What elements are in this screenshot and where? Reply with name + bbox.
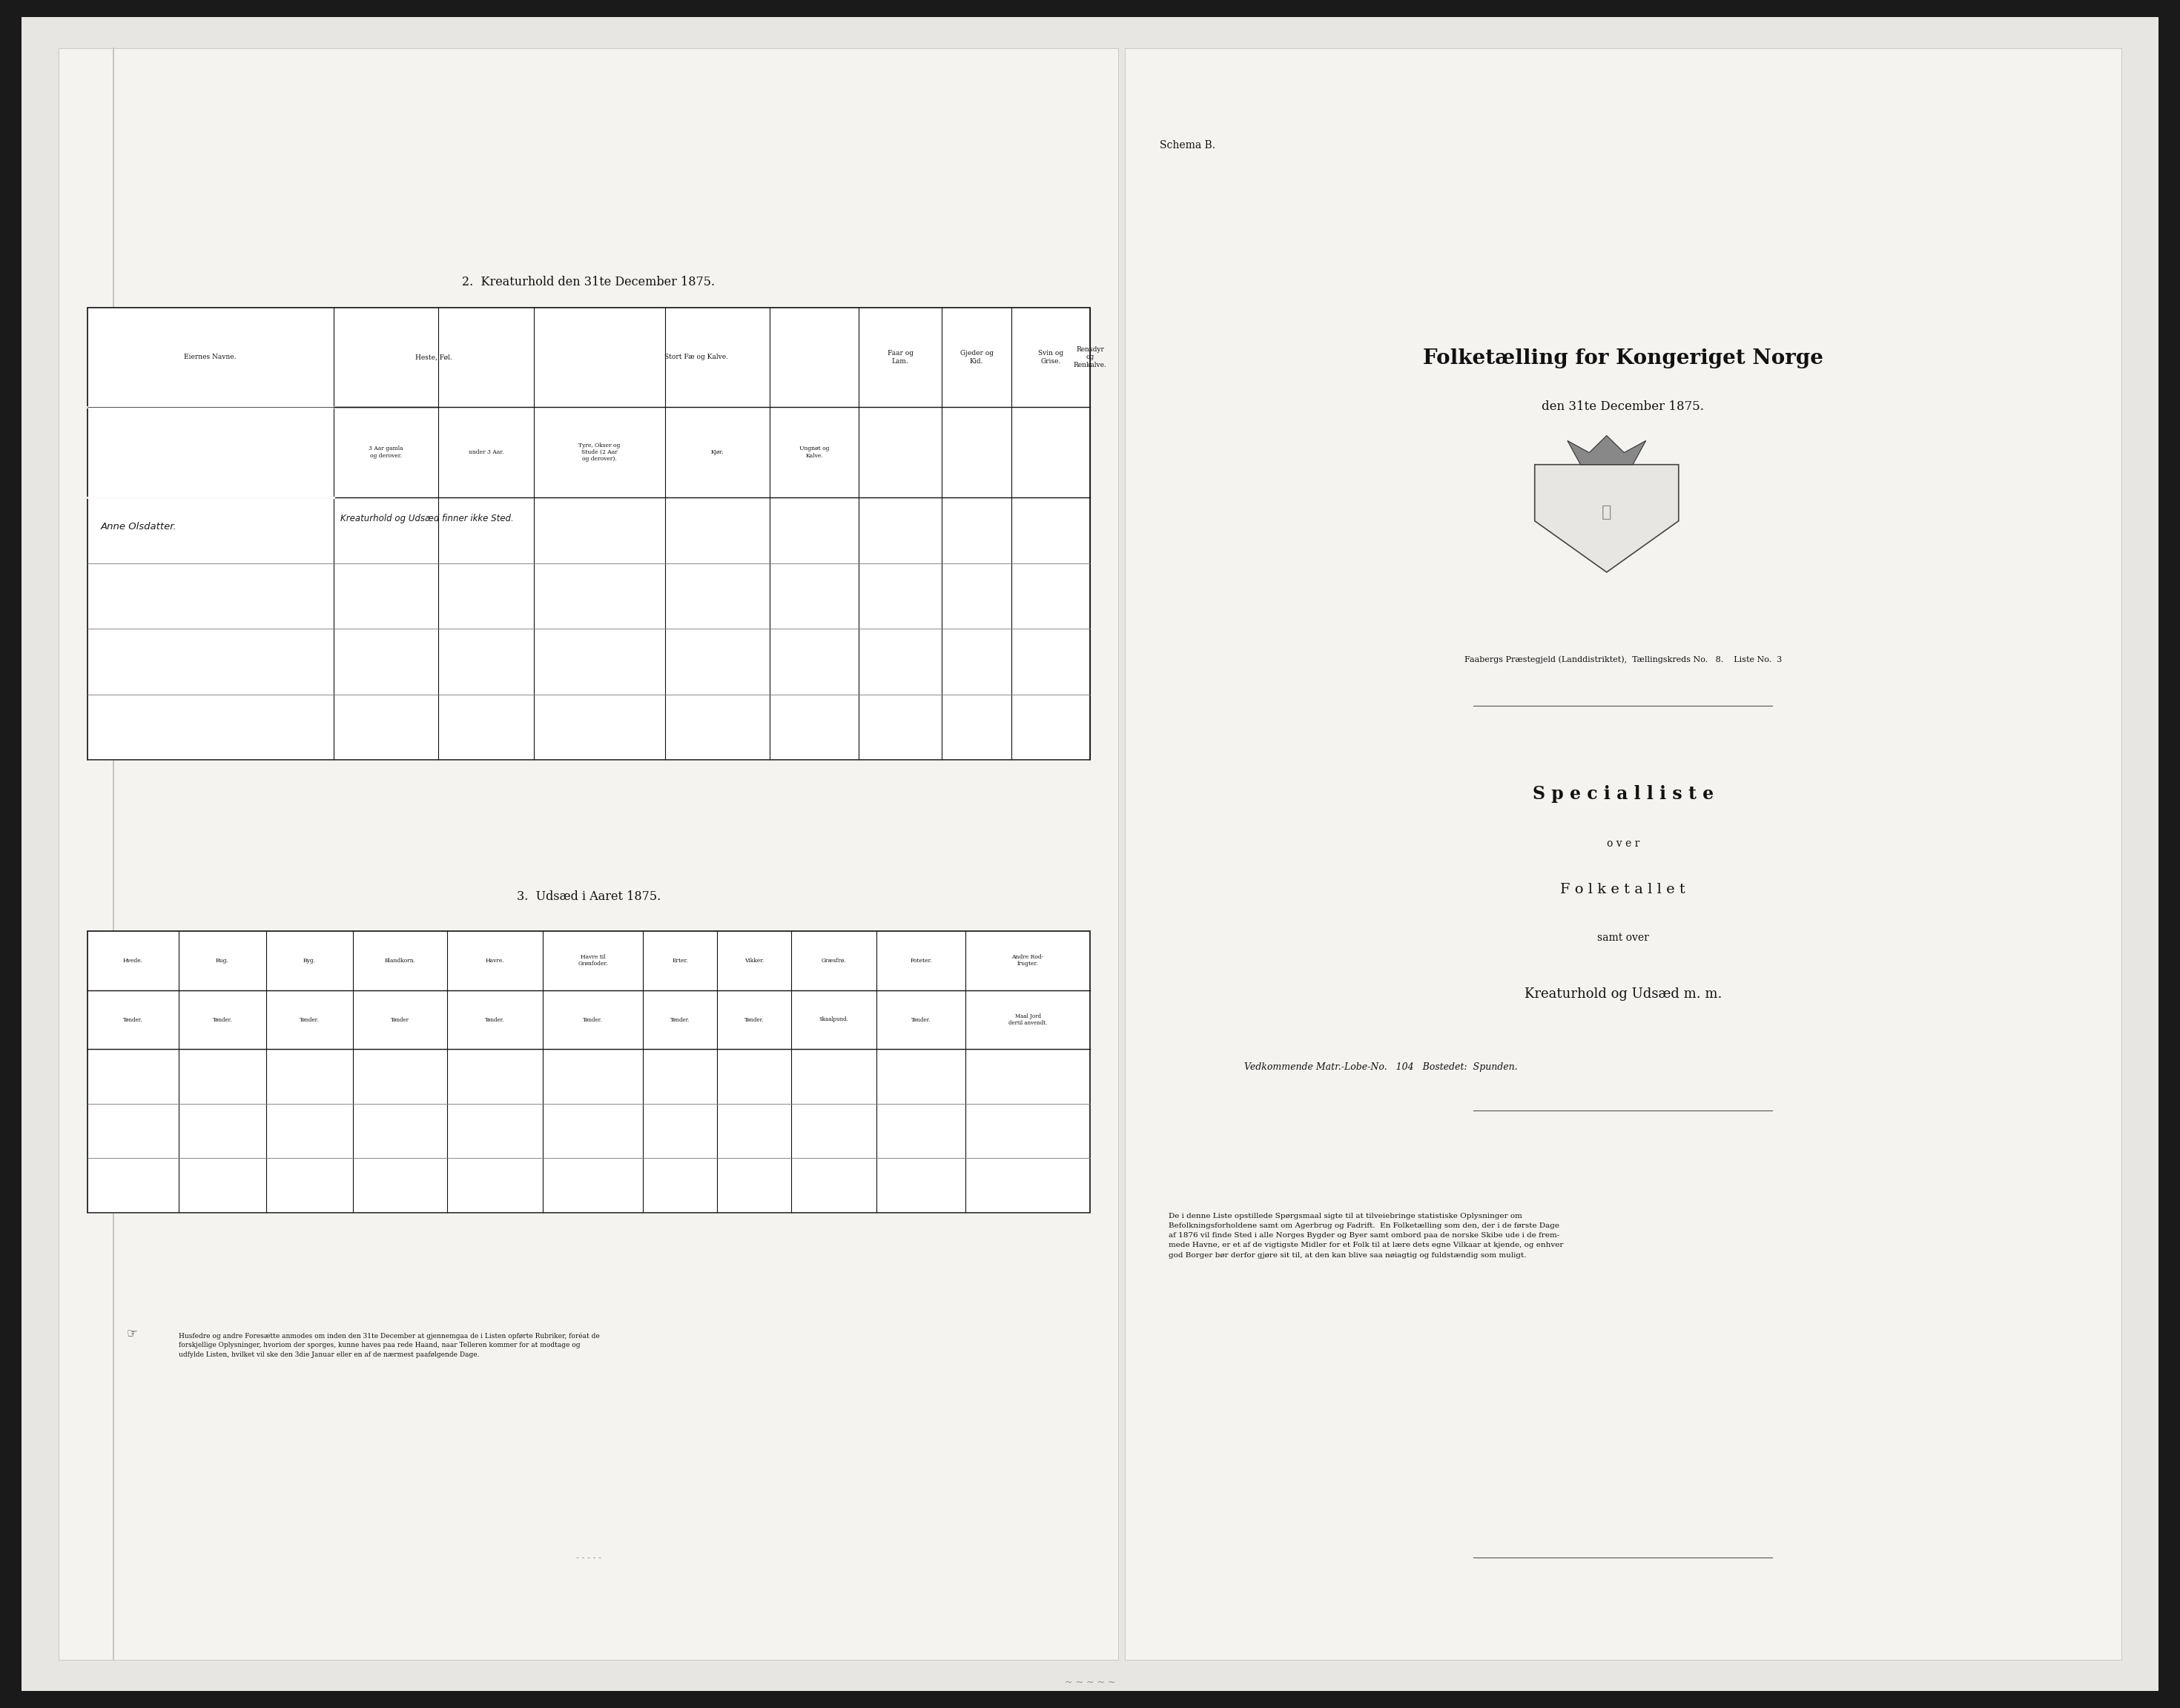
Text: under 3 Aar.: under 3 Aar.: [469, 449, 504, 456]
Text: 2.  Kreaturhold den 31te December 1875.: 2. Kreaturhold den 31te December 1875.: [462, 275, 715, 289]
Text: - - - - -: - - - - -: [576, 1554, 602, 1561]
Text: Heste, Føl.: Heste, Føl.: [416, 354, 451, 360]
Text: Tønder.: Tønder.: [743, 1016, 765, 1023]
Text: Tønder.: Tønder.: [582, 1016, 604, 1023]
Text: Eiernes Navne.: Eiernes Navne.: [185, 354, 235, 360]
Text: Kjør.: Kjør.: [711, 449, 724, 456]
Text: 🦁: 🦁: [1602, 506, 1611, 519]
Text: Maal Jord
dertil anvendt.: Maal Jord dertil anvendt.: [1009, 1013, 1046, 1027]
Text: Gjeder og
Kid.: Gjeder og Kid.: [959, 350, 994, 364]
Text: Husfedre og andre Foresætte anmodes om inden den 31te December at gjennemgaa de : Husfedre og andre Foresætte anmodes om i…: [179, 1332, 600, 1358]
Bar: [1125, 48, 2121, 1660]
Text: ☞: ☞: [126, 1327, 137, 1341]
Text: Vedkommende Matr.-Lobe-No.   104   Bostedet:  Spunden.: Vedkommende Matr.-Lobe-No. 104 Bostedet:…: [1245, 1062, 1517, 1073]
Text: Vikker.: Vikker.: [746, 958, 763, 963]
Bar: [87, 307, 1090, 760]
Text: Blandkorn.: Blandkorn.: [384, 958, 416, 963]
Text: Tønder.: Tønder.: [669, 1016, 691, 1023]
Text: Tønder.: Tønder.: [484, 1016, 506, 1023]
Text: Rug.: Rug.: [216, 958, 229, 963]
Text: Svin og
Grise.: Svin og Grise.: [1038, 350, 1064, 364]
Bar: [59, 48, 1118, 1660]
Text: Andre Rod-
frugter.: Andre Rod- frugter.: [1012, 955, 1044, 967]
Text: Kreaturhold og Udsæd m. m.: Kreaturhold og Udsæd m. m.: [1524, 987, 1722, 1001]
Text: Tønder: Tønder: [390, 1016, 410, 1023]
Text: Skaalpund.: Skaalpund.: [820, 1016, 848, 1023]
Text: Rensdyr
og
Renkalve.: Rensdyr og Renkalve.: [1073, 347, 1107, 369]
Text: Byg.: Byg.: [303, 958, 316, 963]
Text: De i denne Liste opstillede Spørgsmaal sigte til at tilveiebringe statistiske Op: De i denne Liste opstillede Spørgsmaal s…: [1168, 1213, 1563, 1259]
Text: Schema B.: Schema B.: [1160, 140, 1216, 150]
Polygon shape: [1535, 465, 1679, 572]
Text: Kreaturhold og Udsæd finner ikke Sted.: Kreaturhold og Udsæd finner ikke Sted.: [340, 514, 514, 523]
Text: Folketælling for Kongeriget Norge: Folketælling for Kongeriget Norge: [1424, 348, 1822, 369]
Text: den 31te December 1875.: den 31te December 1875.: [1541, 400, 1705, 413]
Text: 3 Aar gamla
og derover.: 3 Aar gamla og derover.: [368, 446, 403, 459]
Bar: [87, 931, 1090, 1213]
Text: Hvede.: Hvede.: [122, 958, 144, 963]
Text: Tønder.: Tønder.: [299, 1016, 320, 1023]
Text: Faar og
Lam.: Faar og Lam.: [887, 350, 913, 364]
Text: Poteter.: Poteter.: [909, 958, 933, 963]
Text: Tyre, Okser og
Stude (2 Aar
og derover).: Tyre, Okser og Stude (2 Aar og derover).: [578, 442, 621, 463]
Text: o v e r: o v e r: [1607, 839, 1639, 849]
Text: Havre.: Havre.: [486, 958, 504, 963]
Text: Tønder.: Tønder.: [211, 1016, 233, 1023]
Text: Tønder.: Tønder.: [911, 1016, 931, 1023]
Text: S p e c i a l l i s t e: S p e c i a l l i s t e: [1533, 786, 1713, 803]
Text: Faabergs Præstegjeld (Landdistriktet),  Tællingskreds No.   8.    Liste No.  3: Faabergs Præstegjeld (Landdistriktet), T…: [1465, 656, 1781, 663]
Text: Stort Fæ og Kalve.: Stort Fæ og Kalve.: [665, 354, 728, 360]
Text: Havre til
Grønfoder.: Havre til Grønfoder.: [578, 955, 608, 967]
Text: Ungnøt og
Kalve.: Ungnøt og Kalve.: [800, 446, 828, 459]
Text: samt over: samt over: [1598, 933, 1648, 943]
Text: 3.  Udsæd i Aaret 1875.: 3. Udsæd i Aaret 1875.: [517, 890, 661, 904]
Text: F o l k e t a l l e t: F o l k e t a l l e t: [1561, 883, 1685, 897]
Text: Erter.: Erter.: [671, 958, 689, 963]
Text: Anne Olsdatter.: Anne Olsdatter.: [100, 523, 177, 531]
Polygon shape: [1567, 436, 1646, 465]
Text: Tønder.: Tønder.: [122, 1016, 144, 1023]
Text: Græsfrø.: Græsfrø.: [822, 958, 846, 963]
Text: ~ ~ ~ ~ ~: ~ ~ ~ ~ ~: [1064, 1677, 1116, 1688]
